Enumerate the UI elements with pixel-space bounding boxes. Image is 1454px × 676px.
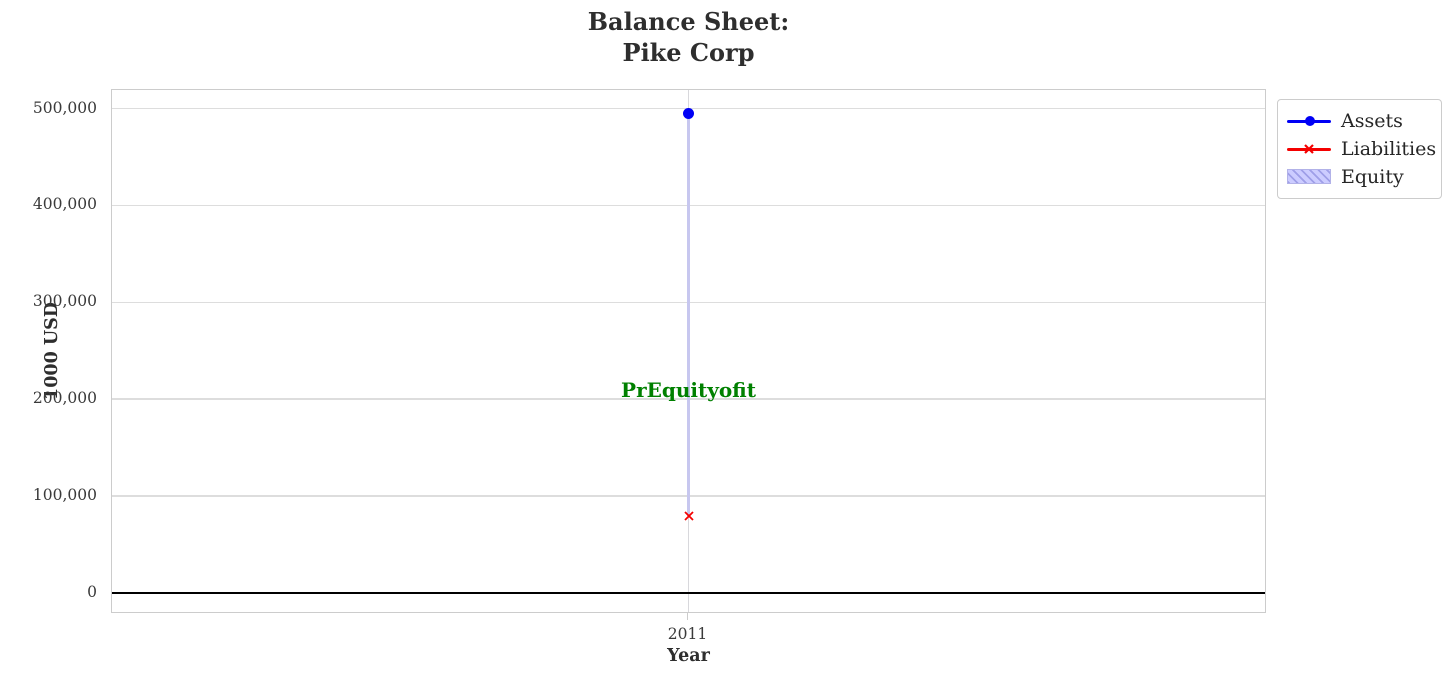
legend: Assets Liabilities Equity [1277, 99, 1442, 199]
zero-axis-line [112, 591, 1265, 595]
legend-item-liabilities: Liabilities [1287, 135, 1437, 163]
y-tick-label: 400,000 [32, 195, 97, 214]
y-tick-label: 100,000 [32, 486, 97, 505]
assets-line-circle-icon [1287, 112, 1331, 130]
assets-point [683, 107, 694, 119]
x-tick-label: 2011 [667, 625, 708, 643]
y-axis-label: 1000 USD [41, 302, 62, 400]
legend-item-equity: Equity [1287, 163, 1433, 191]
legend-label: Equity [1341, 166, 1404, 188]
y-tick-label: 200,000 [32, 389, 97, 408]
x-tick-mark [686, 613, 689, 620]
plot-area: PrEquityofit [111, 89, 1266, 613]
annotation-text: PrEquityofit [621, 378, 756, 403]
y-tick-label: 300,000 [32, 292, 97, 311]
legend-label: Liabilities [1341, 138, 1437, 160]
legend-label: Assets [1341, 110, 1403, 132]
liabilities-line-x-icon [1287, 140, 1331, 158]
x-axis-label: Year [667, 646, 710, 666]
legend-item-assets: Assets [1287, 107, 1433, 135]
y-tick-label: 0 [87, 583, 97, 601]
y-tick-label: 500,000 [32, 98, 97, 117]
equity-hatched-patch-icon [1287, 168, 1331, 186]
liabilities-point [683, 511, 694, 522]
chart-title: Balance Sheet: Pike Corp [587, 7, 790, 67]
equity-band [687, 113, 690, 517]
